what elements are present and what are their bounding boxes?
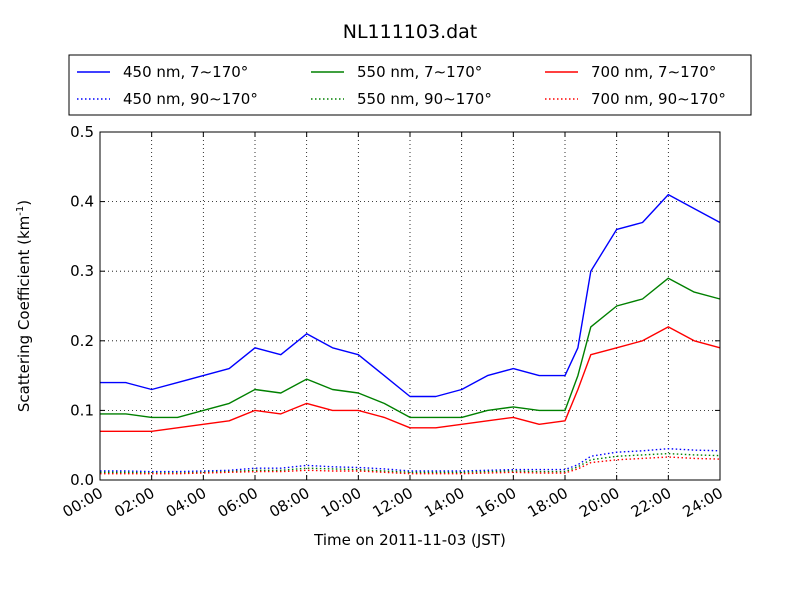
legend: 450 nm, 7∼170° 550 nm, 7∼170° 700 nm, 7∼17… (68, 54, 752, 116)
legend-label-4: 550 nm, 90∼170° (357, 90, 492, 108)
x-tick-label: 04:00 (163, 484, 209, 521)
x-tick-label: 08:00 (266, 484, 312, 521)
legend-label-5: 700 nm, 90∼170° (591, 90, 726, 108)
legend-box (68, 54, 752, 116)
x-tick-label: 16:00 (473, 484, 519, 521)
legend-label-0: 450 nm, 7∼170° (123, 63, 248, 81)
series-line-3 (100, 448, 721, 473)
y-axis-label-main: Scattering Coefficient (km (15, 216, 33, 412)
x-tick-label: 24:00 (680, 484, 726, 521)
series-line-1 (100, 277, 721, 419)
tick-layer: 00:00 02:00 04:00 06:00 08:00 10:00 12:00 14:00… (60, 123, 726, 521)
legend-label-1: 550 nm, 7∼170° (357, 63, 482, 81)
y-tick-label: 0.2 (70, 332, 94, 350)
x-tick-label: 18:00 (525, 484, 571, 521)
y-axis-label-sup: -1 (15, 206, 26, 216)
chart-title: NL111103.dat (343, 21, 478, 43)
x-tick-label: 14:00 (421, 484, 467, 521)
grid-layer (100, 132, 720, 480)
y-tick-label: 0.5 (70, 123, 94, 141)
x-tick-label: 12:00 (370, 484, 416, 521)
y-tick-label: 0.0 (70, 471, 94, 489)
x-tick-label: 20:00 (576, 484, 622, 521)
y-tick-label: 0.3 (70, 262, 94, 280)
series-line-0 (100, 193, 721, 398)
y-axis-label-close: ) (15, 200, 33, 206)
x-tick-label: 10:00 (318, 484, 364, 521)
legend-label-2: 700 nm, 7∼170° (591, 63, 716, 81)
series-line-2 (100, 326, 721, 432)
x-axis-label: Time on 2011-11-03 (JST) (313, 531, 506, 549)
y-tick-label: 0.1 (70, 401, 94, 419)
series-layer (100, 193, 721, 475)
x-tick-label: 00:00 (60, 484, 106, 521)
x-tick-label: 22:00 (628, 484, 674, 521)
y-tick-label: 0.4 (70, 193, 94, 211)
legend-label-3: 450 nm, 90∼170° (123, 90, 258, 108)
x-tick-label: 06:00 (215, 484, 261, 521)
y-axis-label: Scattering Coefficient (km-1) (15, 200, 33, 412)
x-tick-label: 02:00 (111, 484, 157, 521)
